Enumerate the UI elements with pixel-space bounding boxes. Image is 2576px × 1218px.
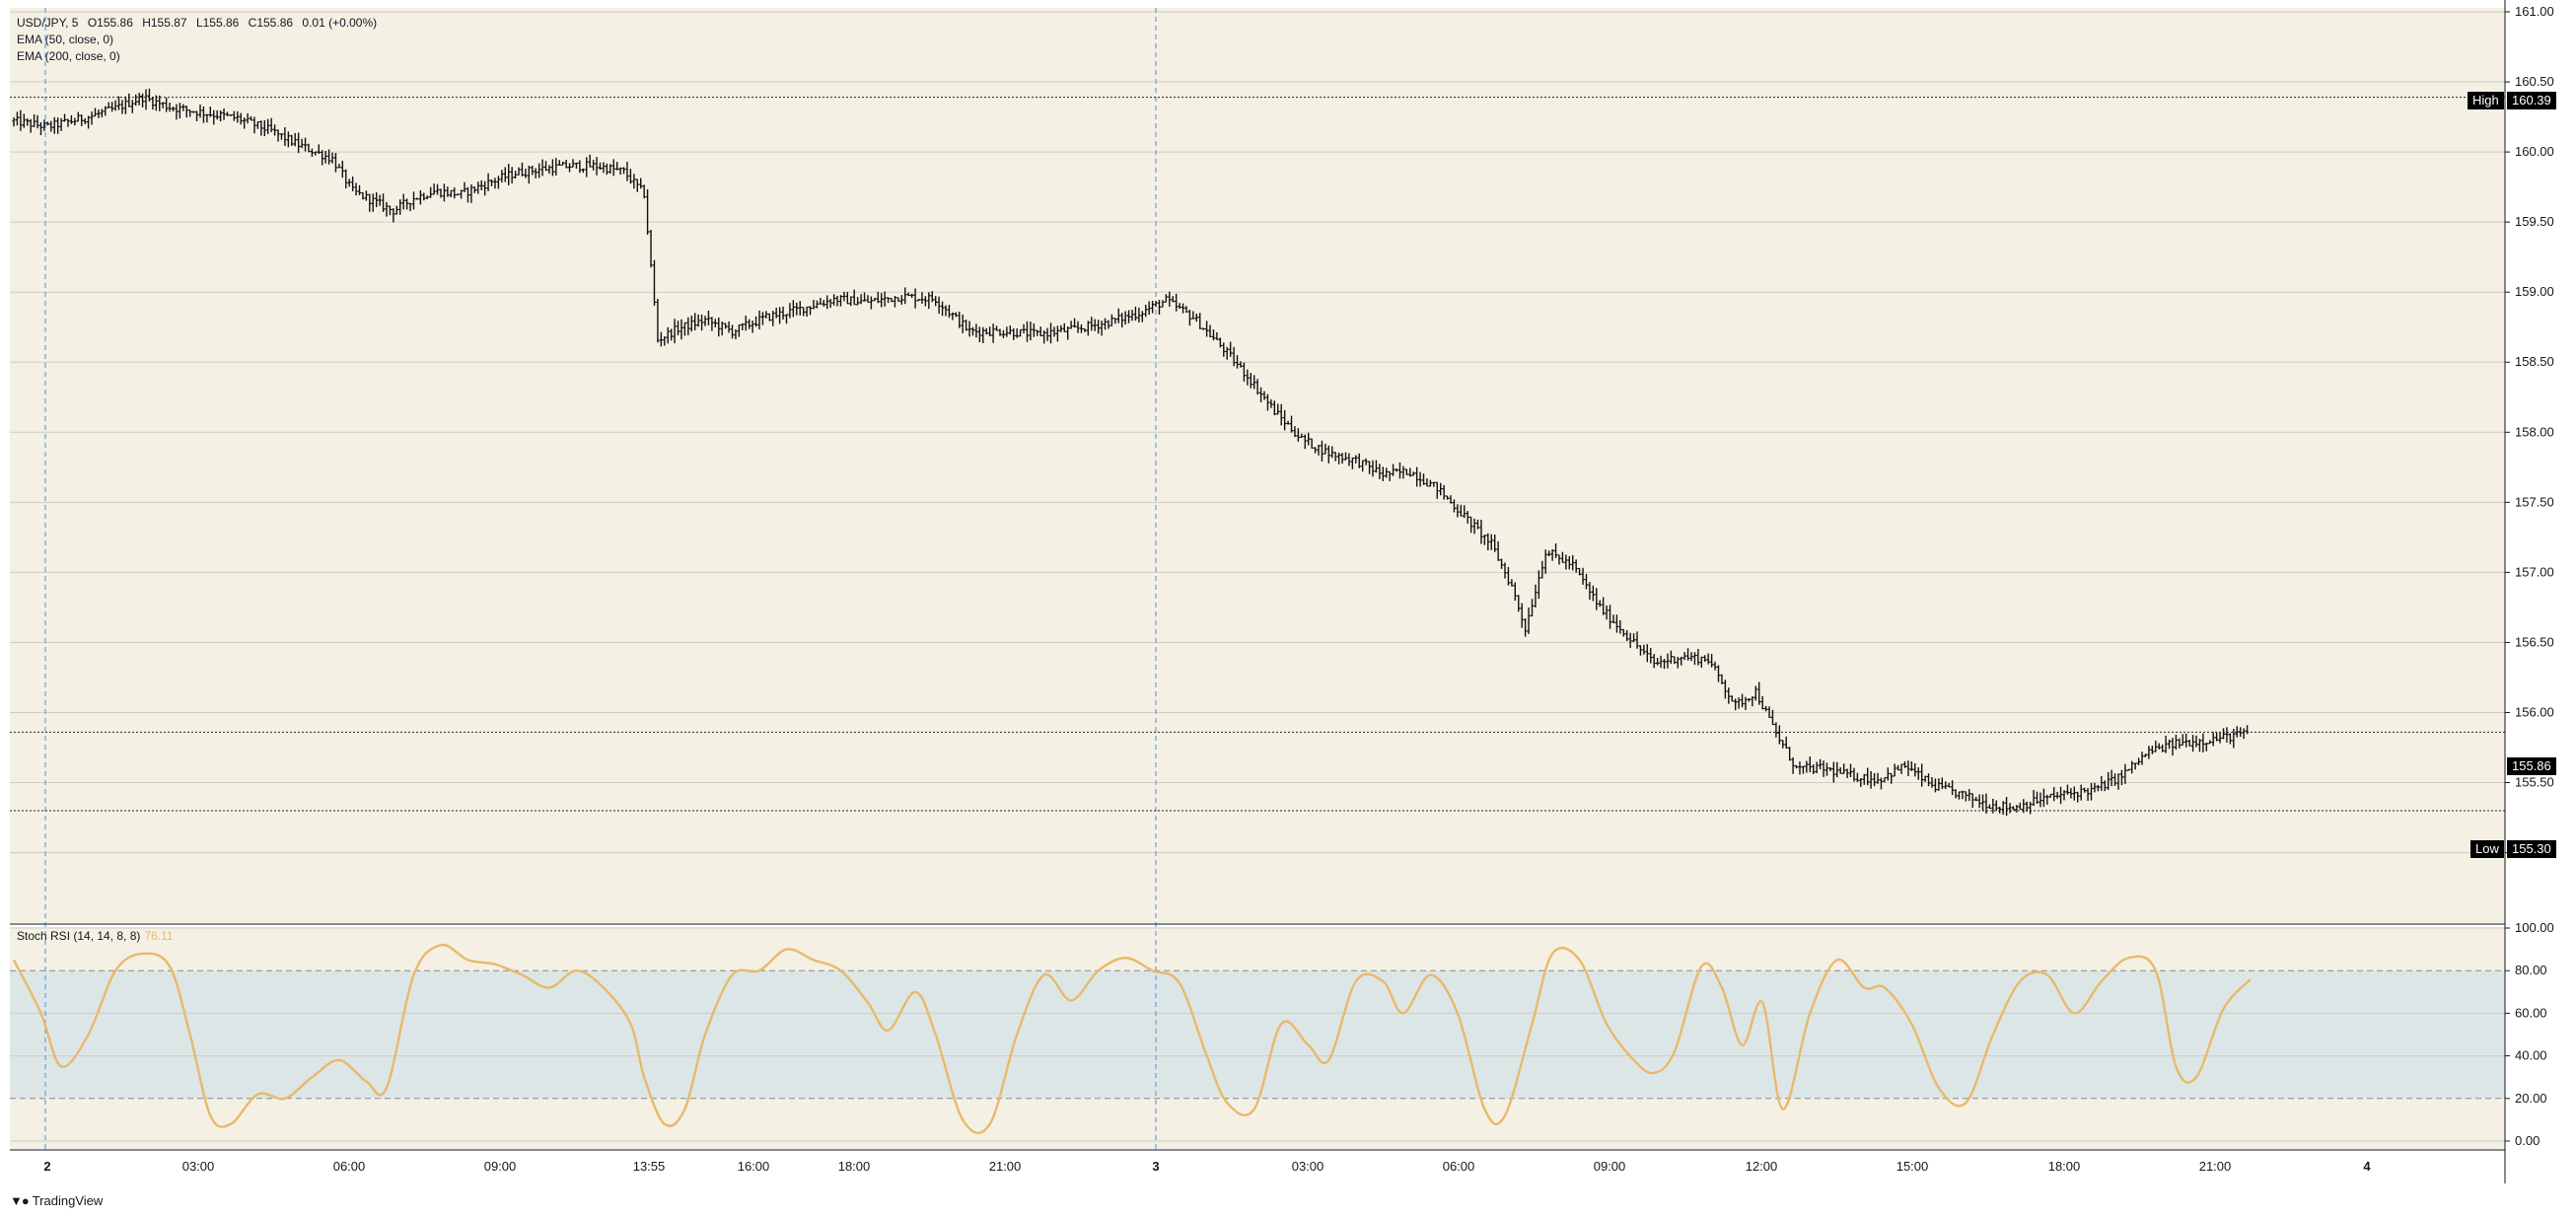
stoch-grid: [10, 927, 2505, 1142]
low-label-tag: Low: [2470, 840, 2504, 858]
low-value-tag: 155.30: [2507, 840, 2556, 858]
price-tick-label: 161.00: [2515, 4, 2554, 19]
time-tick-label: 16:00: [738, 1159, 770, 1174]
high-label-tag: High: [2468, 92, 2504, 109]
price-tick-label: 157.50: [2515, 494, 2554, 509]
last-price-tag: 155.86: [2507, 757, 2556, 775]
stoch-tick-label: 100.00: [2515, 920, 2554, 935]
session-lines: [44, 8, 1157, 1149]
price-tick-label: 158.50: [2515, 354, 2554, 369]
stoch-axis[interactable]: 100.00 80.00 60.00 40.00 20.00 0.00: [2505, 920, 2554, 1148]
ema-50-legend: EMA (50, close, 0): [17, 33, 114, 46]
high-value-tag: 160.39: [2507, 92, 2556, 109]
price-tick-label: 159.00: [2515, 284, 2554, 299]
open-value: O155.86: [87, 16, 133, 30]
stoch-rsi-path: [12, 943, 2252, 1134]
stoch-tick-label: 0.00: [2515, 1133, 2540, 1148]
change-value: 0.01 (+0.00%): [302, 16, 378, 30]
time-tick-label: 21:00: [989, 1159, 1022, 1174]
stoch-rsi-line: [12, 943, 2252, 1134]
time-tick-label: 4: [2363, 1159, 2371, 1174]
price-tick-label: 159.50: [2515, 214, 2554, 229]
time-axis[interactable]: 2 03:00 06:00 09:00 13:55 16:00 18:00 21:00 3 03:…: [43, 1159, 2371, 1174]
tradingview-logo-icon: ▼●: [10, 1193, 30, 1208]
stoch-label: Stoch RSI (14, 14, 8, 8): [17, 929, 141, 943]
low-value: L155.86: [195, 16, 240, 30]
price-pane-bg: [10, 8, 2505, 923]
ohlc-row: USD/JPY, 5 O155.86 H155.87 L155.86 C155.…: [17, 15, 383, 32]
time-tick-label: 06:00: [1443, 1159, 1475, 1174]
time-tick-label: 15:00: [1896, 1159, 1929, 1174]
stoch-tick-label: 60.00: [2515, 1005, 2547, 1020]
time-tick-label: 18:00: [838, 1159, 871, 1174]
symbol-label: USD/JPY, 5: [17, 16, 79, 30]
price-tick-label: 158.00: [2515, 424, 2554, 439]
stoch-tick-label: 20.00: [2515, 1091, 2547, 1106]
time-tick-label: 03:00: [182, 1159, 215, 1174]
close-value: C155.86: [248, 16, 294, 30]
time-tick-label: 09:00: [1594, 1159, 1626, 1174]
ema-200-legend: EMA (200, close, 0): [17, 49, 120, 63]
price-tick-label: 156.00: [2515, 704, 2554, 719]
time-tick-label: 18:00: [2048, 1159, 2081, 1174]
series-legend: USD/JPY, 5 O155.86 H155.87 L155.86 C155.…: [17, 15, 383, 65]
stoch-value: 76.11: [144, 929, 174, 943]
brand-label: TradingView: [32, 1193, 104, 1208]
price-tick-label: 157.00: [2515, 564, 2554, 579]
stoch-legend: Stoch RSI (14, 14, 8, 8) 76.11: [17, 929, 174, 943]
time-tick-label: 12:00: [1746, 1159, 1778, 1174]
price-grid: [10, 11, 2505, 854]
time-tick-label: 2: [43, 1159, 50, 1174]
reference-lines: [10, 97, 2505, 812]
time-tick-label: 13:55: [633, 1159, 666, 1174]
stoch-band: [10, 970, 2505, 1099]
time-tick-label: 06:00: [333, 1159, 366, 1174]
price-tick-label: 160.50: [2515, 74, 2554, 89]
candles: [12, 88, 2250, 817]
price-tick-label: 160.00: [2515, 144, 2554, 159]
stoch-tick-label: 40.00: [2515, 1048, 2547, 1063]
time-tick-label: 3: [1152, 1159, 1159, 1174]
tradingview-footer[interactable]: ▼● TradingView: [10, 1193, 103, 1208]
price-tick-label: 156.50: [2515, 634, 2554, 649]
time-tick-label: 21:00: [2199, 1159, 2232, 1174]
time-tick-label: 03:00: [1292, 1159, 1324, 1174]
time-tick-label: 09:00: [484, 1159, 517, 1174]
price-tick-label: 155.50: [2515, 775, 2554, 790]
stoch-tick-label: 80.00: [2515, 963, 2547, 977]
high-value: H155.87: [142, 16, 187, 30]
